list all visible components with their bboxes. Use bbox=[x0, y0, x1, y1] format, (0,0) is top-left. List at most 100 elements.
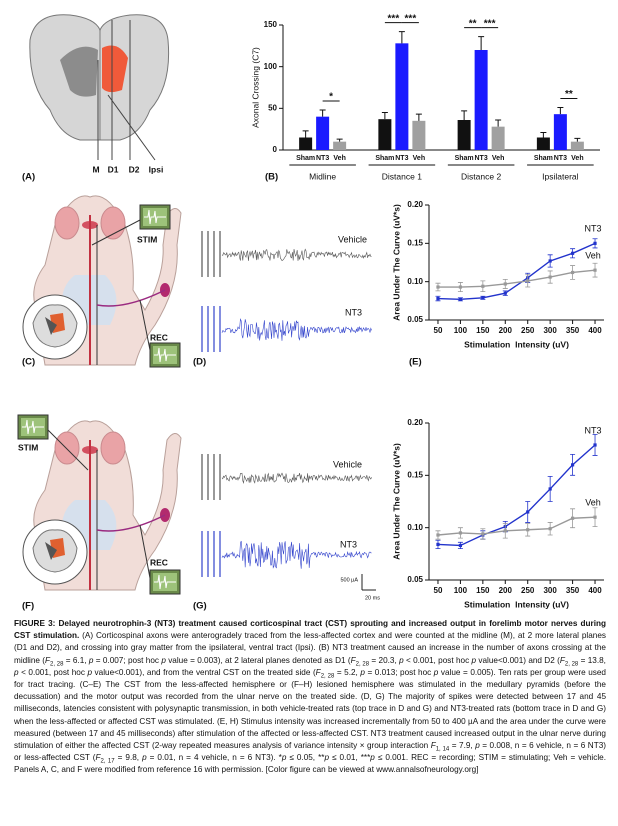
stim-scope bbox=[17, 414, 49, 440]
error-bar bbox=[461, 110, 468, 120]
trace-label: NT3 bbox=[340, 539, 357, 549]
series-label: NT3 bbox=[585, 425, 602, 435]
caption-run: p bbox=[370, 753, 375, 763]
series-line bbox=[437, 516, 596, 536]
sub-category-label: Sham bbox=[296, 155, 315, 162]
caption-run: < 0.001, post hoc bbox=[18, 667, 88, 677]
stim-wire bbox=[47, 429, 89, 471]
point bbox=[593, 443, 597, 447]
error-bar bbox=[381, 112, 388, 120]
x-tick-label: 250 bbox=[521, 326, 535, 335]
x-tick-label: 200 bbox=[499, 586, 513, 595]
point bbox=[570, 270, 575, 275]
caption-run: F bbox=[350, 655, 356, 665]
point bbox=[436, 542, 440, 547]
point bbox=[458, 531, 463, 535]
caption-run: = 0.008, n = 6 vehicle, n = 6 NT3) or le… bbox=[14, 741, 606, 763]
point bbox=[503, 282, 507, 286]
scale-label: 500 µA bbox=[340, 577, 358, 583]
point bbox=[436, 296, 440, 301]
sub-category-label: NT3 bbox=[475, 155, 488, 162]
caption-run: value<0.001), and from the ventral CST o… bbox=[92, 667, 316, 677]
point bbox=[526, 528, 530, 532]
caption-run: p bbox=[360, 667, 365, 677]
point bbox=[593, 268, 597, 272]
x-tick-label: 400 bbox=[588, 586, 602, 595]
x-axis-title: Stimulation Intensity (uV) bbox=[464, 339, 569, 349]
caption-run: 2, 28 bbox=[320, 673, 335, 680]
stim-label: STIM bbox=[137, 234, 157, 244]
rec-wire bbox=[139, 524, 151, 579]
x-tick-label: 350 bbox=[566, 326, 580, 335]
sub-category-label: NT3 bbox=[554, 155, 567, 162]
x-tick-label: 350 bbox=[566, 586, 580, 595]
plane-label: D2 bbox=[129, 164, 140, 174]
caption-run: 1, 14 bbox=[435, 746, 450, 753]
caption-run: = 6.1, bbox=[63, 655, 89, 665]
bar bbox=[491, 126, 505, 150]
x-tick-label: Distance 2 bbox=[461, 171, 501, 181]
trace bbox=[221, 472, 372, 484]
plane-label: D1 bbox=[108, 164, 119, 174]
series-label: Veh bbox=[585, 498, 601, 508]
series-line bbox=[437, 444, 596, 547]
y-tick-label: 0 bbox=[273, 145, 278, 154]
caption-run: p bbox=[87, 667, 93, 677]
rec-scope bbox=[149, 342, 181, 368]
point bbox=[593, 241, 597, 245]
significance-label: *** bbox=[405, 13, 417, 24]
point bbox=[503, 291, 507, 295]
caption-run: p bbox=[433, 667, 439, 677]
caption-run: = 0.013; post hoc bbox=[364, 667, 434, 677]
series-line bbox=[437, 269, 596, 288]
caption-run: p bbox=[475, 741, 480, 751]
caption-run: p bbox=[142, 753, 147, 763]
error-bar bbox=[398, 31, 405, 44]
x-tick-label: 100 bbox=[454, 326, 468, 335]
y-axis-title: Axonal Crossing (C7) bbox=[250, 47, 260, 128]
caption-run: = 5.2, bbox=[334, 667, 361, 677]
panel-label: (E) bbox=[409, 357, 422, 368]
caption-run: 2, 28 bbox=[564, 661, 579, 668]
plane-label: M bbox=[92, 164, 99, 174]
error-bar bbox=[557, 107, 564, 115]
x-tick-label: 150 bbox=[476, 586, 490, 595]
caption-run: F bbox=[95, 753, 101, 763]
series-line bbox=[437, 242, 596, 301]
plane-label: Ipsi bbox=[149, 164, 164, 174]
caption-run: ≤ 0.05, ** bbox=[286, 753, 325, 763]
scale-label: 20 ms bbox=[365, 595, 380, 601]
bar bbox=[316, 116, 330, 150]
point bbox=[593, 515, 597, 519]
panel-label: (F) bbox=[22, 601, 34, 612]
caption-run: p bbox=[471, 655, 477, 665]
x-tick-label: 150 bbox=[476, 326, 490, 335]
point bbox=[481, 296, 485, 300]
error-bar bbox=[336, 138, 343, 142]
point bbox=[481, 284, 485, 288]
bar bbox=[412, 120, 426, 150]
error-bar bbox=[540, 132, 547, 138]
caption-run: (A) Corticospinal axons were anterograde… bbox=[14, 631, 606, 665]
caption-run: p bbox=[14, 667, 19, 677]
bar bbox=[333, 141, 347, 150]
panel-label: (B) bbox=[265, 172, 278, 183]
point bbox=[548, 527, 552, 531]
caption-run: = 9.8, bbox=[114, 753, 143, 763]
y-tick-label: 0.20 bbox=[407, 418, 423, 427]
stim-label: STIM bbox=[18, 442, 38, 452]
y-axis-title: Area Under The Curve (uV*s) bbox=[391, 204, 401, 321]
point bbox=[570, 516, 575, 520]
significance-label: ** bbox=[469, 18, 477, 29]
sub-category-label: Sham bbox=[534, 155, 553, 162]
error-bar bbox=[478, 36, 485, 50]
trace-label: Vehicle bbox=[338, 234, 367, 244]
point bbox=[570, 251, 575, 255]
caption-run: p bbox=[281, 753, 287, 763]
point bbox=[548, 275, 552, 279]
stim-wire bbox=[91, 219, 141, 246]
figure-caption: FIGURE 3: Delayed neurotrophin-3 (NT3) t… bbox=[14, 618, 606, 777]
trace-label: Vehicle bbox=[333, 459, 362, 469]
caption-run: F bbox=[559, 655, 565, 665]
error-bar bbox=[319, 109, 326, 117]
